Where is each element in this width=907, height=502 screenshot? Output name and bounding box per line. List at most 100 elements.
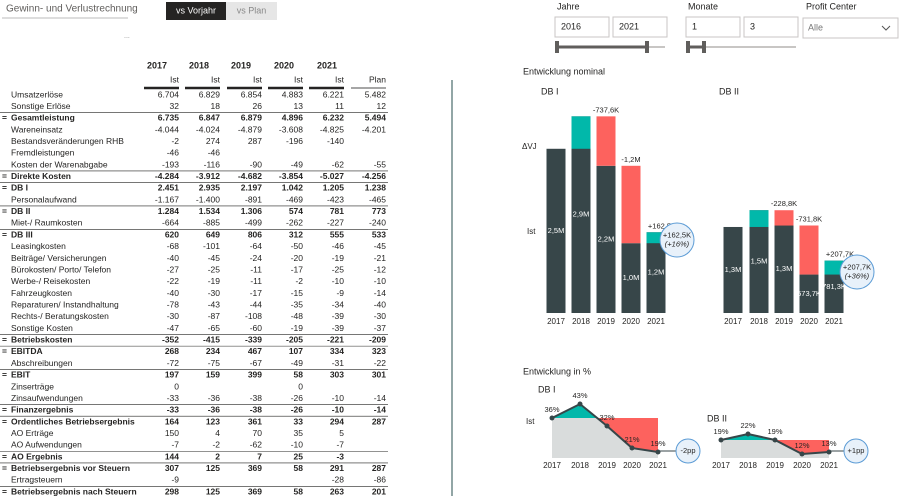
cell: -30 — [167, 311, 180, 321]
cell: 2.935 — [199, 183, 221, 193]
toggle-button[interactable] — [226, 2, 277, 20]
chart-title: DB II — [707, 413, 727, 423]
cell: -40 — [374, 299, 387, 309]
cell: -25 — [332, 264, 345, 274]
delta-bar — [596, 116, 616, 166]
row-label: Zinsaufwendungen — [11, 393, 83, 403]
cell: -262 — [286, 218, 303, 228]
row-label: EBIT — [11, 370, 31, 380]
cell: -116 — [204, 159, 221, 169]
slicer-input[interactable] — [743, 16, 799, 38]
cell: -50 — [291, 241, 304, 251]
slider-handle[interactable] — [555, 41, 559, 53]
toggle-label: vs Vorjahr — [176, 5, 216, 15]
cell: -240 — [369, 218, 386, 228]
row-label: Sonstige Kosten — [11, 323, 73, 333]
cell: -4.284 — [155, 171, 179, 181]
chart-title: DB I — [538, 384, 556, 394]
cell: 6.854 — [241, 89, 263, 99]
cell: 467 — [248, 346, 262, 356]
cell: -27 — [167, 264, 180, 274]
cell: -1.167 — [155, 194, 179, 204]
delta-area — [802, 440, 829, 454]
cell: -62 — [332, 159, 345, 169]
value-label: 19% — [767, 427, 782, 436]
cell: -36 — [208, 393, 221, 403]
slider-handle[interactable] — [686, 41, 690, 53]
cell: 307 — [165, 463, 179, 473]
row-label: AO Erträge — [11, 428, 54, 438]
cell: -72 — [167, 358, 180, 368]
row-label: DB III — [11, 229, 33, 239]
row-label: DB I — [11, 183, 28, 193]
cell: 4 — [215, 428, 220, 438]
cell: -90 — [250, 159, 263, 169]
cell: -10 — [332, 276, 345, 286]
point — [772, 437, 778, 443]
cell: 1.205 — [323, 183, 345, 193]
x-tick-label: 2019 — [775, 317, 793, 326]
cell: 4.883 — [282, 89, 304, 99]
row-label: Bürokosten/ Porto/ Telefon — [11, 264, 111, 274]
cell: -14 — [374, 288, 387, 298]
x-tick-label: 2021 — [825, 317, 843, 326]
slider-handle[interactable] — [645, 41, 649, 53]
slicer-input[interactable] — [685, 16, 741, 38]
row-label: AO Aufwendungen — [11, 440, 82, 450]
cell: -49 — [291, 159, 304, 169]
cell: 0 — [174, 381, 179, 391]
cell: -22 — [167, 276, 180, 286]
more-menu[interactable]: ... — [124, 33, 130, 40]
change-label: +207,7K — [843, 262, 871, 271]
cell: 11 — [335, 101, 344, 111]
cell: -885 — [203, 218, 220, 228]
cell: -34 — [332, 299, 345, 309]
x-tick-label: 2018 — [750, 317, 768, 326]
cell: -44 — [250, 299, 263, 309]
cell: -36 — [208, 405, 221, 415]
cell: -22 — [374, 358, 387, 368]
slider-handle[interactable] — [702, 41, 706, 53]
toggle-button[interactable] — [166, 2, 226, 20]
row-label: EBITDA — [11, 346, 43, 356]
cell: -67 — [250, 358, 263, 368]
cell: 287 — [372, 416, 386, 426]
x-tick-label: 2019 — [597, 317, 615, 326]
axis-label: ΔVJ — [522, 142, 537, 151]
cell: -31 — [332, 358, 345, 368]
cell: -30 — [374, 311, 387, 321]
cell: -21 — [374, 253, 387, 263]
value-label: 43% — [572, 391, 587, 400]
bar — [596, 165, 616, 313]
cell: -24 — [250, 253, 263, 263]
cell: -60 — [250, 323, 263, 333]
delta-area — [607, 418, 632, 448]
dropdown[interactable] — [802, 17, 899, 39]
row-label: Direkte Kosten — [11, 171, 71, 181]
row-marker: = — [2, 486, 7, 496]
cell: 33 — [294, 416, 304, 426]
cell: 6.704 — [158, 89, 180, 99]
cell: 150 — [165, 428, 179, 438]
slicer-input[interactable] — [554, 16, 610, 38]
cell: -7 — [171, 440, 179, 450]
change-bubble — [659, 222, 695, 258]
slicer-input[interactable] — [612, 16, 668, 38]
row-marker: = — [2, 463, 7, 473]
cell: -45 — [374, 241, 387, 251]
point — [745, 431, 751, 437]
year-header: 2018 — [189, 60, 209, 70]
row-label: Wareneinsatz — [11, 124, 63, 134]
value-label: 22% — [740, 421, 755, 430]
row-label: Betriebsergebnis vor Steuern — [11, 463, 130, 473]
x-tick-label: 2019 — [766, 461, 784, 470]
cell: 781 — [330, 206, 344, 216]
cell: -108 — [245, 311, 262, 321]
cell: -28 — [332, 475, 345, 485]
cell: -465 — [369, 194, 386, 204]
row-label: Personalaufwand — [11, 194, 77, 204]
cell: 25 — [294, 451, 304, 461]
x-tick-label: 2018 — [572, 317, 590, 326]
cell: 773 — [372, 206, 386, 216]
cell: 361 — [248, 416, 262, 426]
